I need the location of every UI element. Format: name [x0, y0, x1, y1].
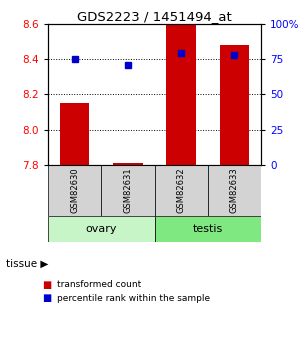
Text: GSM82633: GSM82633 — [230, 167, 239, 213]
Bar — [154, 165, 208, 216]
Bar — [154, 216, 261, 241]
Bar — [113, 163, 142, 165]
Bar — [48, 216, 154, 241]
Bar — [220, 45, 249, 165]
Text: GSM82632: GSM82632 — [177, 168, 186, 213]
Text: GSM82630: GSM82630 — [70, 168, 79, 213]
Text: transformed count: transformed count — [57, 280, 141, 289]
Text: testis: testis — [193, 224, 223, 234]
Text: tissue ▶: tissue ▶ — [6, 259, 48, 269]
Text: ■: ■ — [42, 280, 51, 289]
Title: GDS2223 / 1451494_at: GDS2223 / 1451494_at — [77, 10, 232, 23]
Bar — [48, 165, 101, 216]
Text: ■: ■ — [42, 294, 51, 303]
Text: percentile rank within the sample: percentile rank within the sample — [57, 294, 210, 303]
Text: ovary: ovary — [85, 224, 117, 234]
Bar — [60, 103, 89, 165]
Bar — [167, 24, 196, 165]
Bar — [101, 165, 154, 216]
Bar — [208, 165, 261, 216]
Text: GSM82631: GSM82631 — [123, 168, 132, 213]
